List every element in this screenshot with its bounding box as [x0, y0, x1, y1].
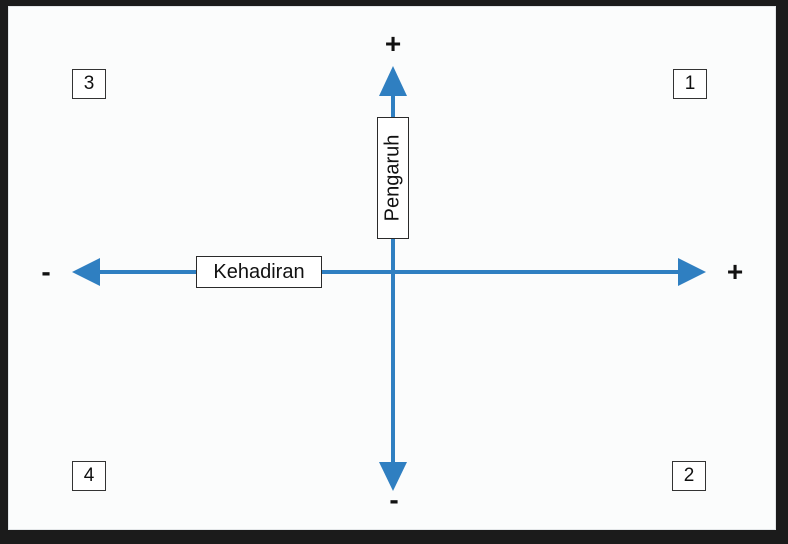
quadrant-3-box: 3	[72, 69, 106, 99]
quadrant-2-box: 2	[672, 461, 706, 491]
vertical-axis-top-arrow	[379, 66, 407, 96]
vertical-axis-bottom-arrow	[379, 462, 407, 491]
horizontal-axis-negative-sign: -	[41, 256, 51, 287]
vertical-axis-positive-sign: +	[384, 28, 402, 59]
horizontal-axis-right-arrow	[678, 258, 706, 286]
quadrant-1-box: 1	[673, 69, 707, 99]
vertical-axis-label: Pengaruh	[381, 134, 404, 222]
horizontal-axis-left-arrow	[72, 258, 100, 286]
vertical-axis-label-box: Pengaruh	[377, 117, 409, 239]
horizontal-axis-label: Kehadiran	[196, 256, 322, 288]
horizontal-axis-positive-sign: +	[726, 256, 744, 287]
quadrant-4-box: 4	[72, 461, 106, 491]
vertical-axis-negative-sign: -	[389, 484, 399, 515]
